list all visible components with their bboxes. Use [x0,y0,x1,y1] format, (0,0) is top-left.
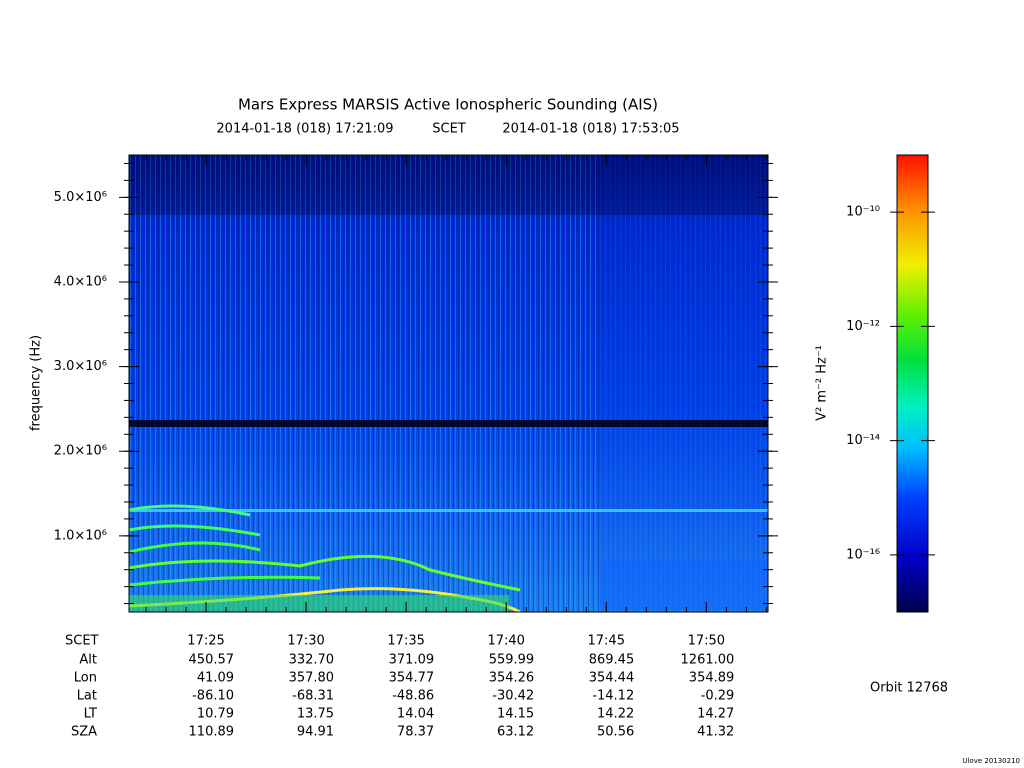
ephemeris-value: 357.80 [289,671,335,686]
ephemeris-value: -14.12 [592,689,634,704]
ephemeris-value: 869.45 [589,653,635,668]
colorbar-label: V² m⁻² Hz⁻¹ [815,345,830,421]
spectrogram [129,155,768,612]
end-time: 2014-01-18 (018) 17:53:05 [502,122,679,137]
ephemeris-value: -0.29 [701,689,735,704]
ephemeris-value: -86.10 [192,689,234,704]
ephemeris-value: 14.22 [597,707,634,722]
colorbar-tick-label: 10⁻¹⁶ [846,547,880,562]
ephemeris-value: 10.79 [197,707,234,722]
x-tick-label: 17:45 [588,634,625,649]
ephemeris-value: 354.44 [589,671,635,686]
row-label: Lat [77,689,97,704]
ephemeris-value: 78.37 [397,725,434,740]
ephemeris-value: 14.15 [497,707,534,722]
x-tick-label: 17:40 [487,634,524,649]
row-label: SZA [71,725,97,740]
colorbar-tick-label: 10⁻¹² [846,319,880,334]
colorbar-tick-label: 10⁻¹⁰ [846,205,880,220]
x-tick-label: 17:25 [187,634,224,649]
time-label: SCET [432,122,466,137]
y-tick-label: 4.0×10⁶ [54,274,107,289]
ephemeris-value: 13.75 [297,707,334,722]
ephemeris-value: 371.09 [389,653,435,668]
orbit: Orbit 12768 [870,681,948,696]
ephemeris-value: 1261.00 [681,653,735,668]
ephemeris-value: 110.89 [189,725,235,740]
x-tick-label: 17:30 [287,634,324,649]
ephemeris-value: -48.86 [392,689,434,704]
x-tick-label: 17:50 [688,634,725,649]
chart-title: Mars Express MARSIS Active Ionospheric S… [238,96,658,114]
ephemeris-value: 354.77 [389,671,435,686]
ephemeris-value: 354.26 [489,671,535,686]
y-tick-label: 3.0×10⁶ [54,359,107,374]
y-tick-label: 5.0×10⁶ [54,190,107,205]
y-axis-label: frequency (Hz) [29,335,44,431]
ephemeris-value: 559.99 [489,653,535,668]
ephemeris-value: 41.09 [197,671,234,686]
colorbar [896,154,929,613]
footer: Ulove 20130210 [962,757,1020,765]
row-label: Lon [74,671,97,686]
start-time: 2014-01-18 (018) 17:21:09 [216,122,393,137]
ephemeris-value: 354.89 [689,671,735,686]
row-label: Alt [79,653,97,668]
colorbar-tick-label: 10⁻¹⁴ [846,433,880,448]
ephemeris-value: 332.70 [289,653,335,668]
ephemeris-value: 50.56 [597,725,634,740]
row-label: LT [84,707,97,722]
x-tick-label: 17:35 [387,634,424,649]
y-tick-label: 1.0×10⁶ [54,528,107,543]
ephemeris-value: -30.42 [492,689,534,704]
ephemeris-value: 14.27 [697,707,734,722]
ephemeris-value: 63.12 [497,725,534,740]
ephemeris-value: 94.91 [297,725,334,740]
row-label: SCET [65,634,99,649]
ephemeris-value: -68.31 [292,689,334,704]
ephemeris-value: 450.57 [189,653,235,668]
ephemeris-value: 14.04 [397,707,434,722]
y-tick-label: 2.0×10⁶ [54,444,107,459]
ephemeris-value: 41.32 [697,725,734,740]
